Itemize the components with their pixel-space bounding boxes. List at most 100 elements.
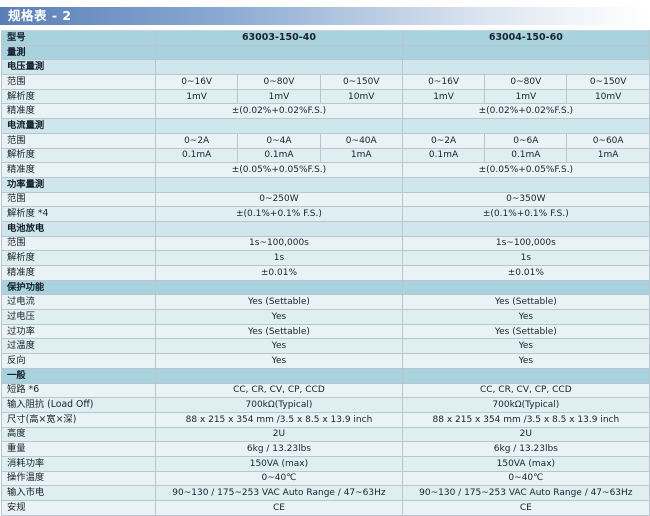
table-row: 安规 CE CE bbox=[1, 500, 650, 516]
cell-value: Yes bbox=[155, 309, 403, 325]
cell-value: 1mV bbox=[484, 88, 568, 105]
cell-value: 88 x 215 x 354 mm /3.5 x 8.5 x 13.9 inch bbox=[401, 411, 650, 428]
cell-value bbox=[401, 176, 650, 193]
table-row: 功率量測 bbox=[1, 176, 650, 193]
cell-value: 0.1mA bbox=[154, 147, 239, 164]
row-label: 解析度 bbox=[1, 147, 156, 164]
cell-value bbox=[401, 279, 650, 296]
row-label: 过电流 bbox=[1, 294, 156, 311]
row-label: 过功率 bbox=[1, 323, 156, 340]
cell-value bbox=[401, 118, 650, 134]
cell-value: 88 x 215 x 354 mm /3.5 x 8.5 x 13.9 inch bbox=[155, 411, 403, 428]
table-row: 解析度 1s 1s bbox=[1, 250, 650, 266]
cell-value bbox=[155, 176, 403, 193]
table-row: 精准度 ±(0.02%+0.02%F.S.) ±(0.02%+0.02%F.S.) bbox=[1, 103, 650, 120]
cell-value: 6kg / 13.23lbs bbox=[155, 441, 403, 457]
row-label: 保护功能 bbox=[1, 279, 156, 296]
row-label: 电压量測 bbox=[1, 59, 156, 76]
cell-value: 1mV bbox=[154, 88, 239, 105]
table-row: 尺寸(高×宽×深) 88 x 215 x 354 mm /3.5 x 8.5 x … bbox=[1, 411, 650, 428]
row-label: 解析度 bbox=[1, 250, 156, 266]
cell-value bbox=[155, 367, 403, 384]
cell-value: 1s bbox=[155, 250, 403, 266]
cell-value: CE bbox=[155, 500, 403, 516]
cell-value bbox=[401, 367, 650, 384]
cell-value bbox=[155, 220, 403, 237]
cell-value: 0~16V bbox=[401, 74, 486, 90]
table-row: 范围 1s~100,000s 1s~100,000s bbox=[1, 235, 650, 252]
table-row: 高度 2U 2U bbox=[1, 426, 650, 443]
row-label: 消耗功率 bbox=[1, 455, 156, 472]
cell-value: 0~80V bbox=[237, 74, 321, 90]
table-row: 范围 0~250W 0~350W bbox=[1, 191, 650, 208]
table-row: 消耗功率 150VA (max) 150VA (max) bbox=[1, 455, 650, 472]
cell-value: 0.1mA bbox=[484, 147, 568, 164]
cell-value: 1s~100,000s bbox=[401, 235, 650, 252]
row-label: 操作温度 bbox=[1, 470, 156, 487]
cell-value: 0~16V bbox=[154, 74, 239, 90]
cell-value: 0~40℃ bbox=[155, 470, 403, 487]
table-row: 解析度 1mV 1mV 10mV 1mV 1mV 10mV bbox=[1, 88, 650, 105]
page-title: 规格表 - 2 bbox=[8, 8, 72, 23]
cell-value: 1mV bbox=[401, 88, 486, 105]
row-label: 范围 bbox=[1, 191, 156, 208]
cell-value: 150VA (max) bbox=[155, 455, 403, 472]
cell-value: 90~130 / 175~253 VAC Auto Range / 47~63H… bbox=[401, 485, 650, 501]
table-row: 输入市电 90~130 / 175~253 VAC Auto Range / 47… bbox=[1, 485, 650, 501]
table-row: 精准度 ±(0.05%+0.05%F.S.) ±(0.05%+0.05%F.S.) bbox=[1, 162, 650, 178]
row-label: 范围 bbox=[1, 74, 156, 90]
cell-value: Yes (Settable) bbox=[155, 294, 403, 311]
model-name: 63003-150-40 bbox=[155, 30, 403, 46]
cell-value: Yes (Settable) bbox=[401, 294, 650, 311]
cell-value: CC, CR, CV, CP, CCD bbox=[155, 382, 403, 399]
cell-value: 10mV bbox=[566, 88, 650, 105]
table-row: 过功率 Yes (Settable) Yes (Settable) bbox=[1, 323, 650, 340]
cell-value: 150VA (max) bbox=[401, 455, 650, 472]
cell-value: 0~60A bbox=[566, 132, 650, 149]
cell-value bbox=[401, 59, 650, 76]
row-label: 过温度 bbox=[1, 338, 156, 355]
table-row: 一般 bbox=[1, 367, 650, 384]
row-label: 高度 bbox=[1, 426, 156, 443]
cell-value: 6kg / 13.23lbs bbox=[401, 441, 650, 457]
cell-value: 2U bbox=[155, 426, 403, 443]
table-body: 型号 63003-150-40 63004-150-60 量測 电压量測 范围 0~16V 0… bbox=[1, 30, 650, 516]
cell-value: Yes (Settable) bbox=[401, 323, 650, 340]
row-label: 安规 bbox=[1, 500, 156, 516]
cell-value: 1mA bbox=[566, 147, 650, 164]
cell-value: 0~150V bbox=[566, 74, 650, 90]
cell-value: 0~250W bbox=[155, 191, 403, 208]
cell-value: ±(0.05%+0.05%F.S.) bbox=[401, 162, 650, 178]
cell-value: 0~40℃ bbox=[401, 470, 650, 487]
cell-value: 0.1mA bbox=[237, 147, 321, 164]
row-label: 型号 bbox=[1, 30, 156, 46]
table-row: 保护功能 bbox=[1, 279, 650, 296]
cell-value: 0~150V bbox=[319, 74, 403, 90]
cell-value: ±0.01% bbox=[155, 265, 403, 281]
cell-value: 0~350W bbox=[401, 191, 650, 208]
cell-value: ±(0.02%+0.02%F.S.) bbox=[155, 103, 403, 120]
cell-value: 1s bbox=[401, 250, 650, 266]
table-row: 量測 bbox=[1, 44, 650, 61]
cell-value: 0~2A bbox=[401, 132, 486, 149]
table-row: 解析度 *4 ±(0.1%+0.1% F.S.) ±(0.1%+0.1% F.S.) bbox=[1, 206, 650, 222]
table-row: 解析度 0.1mA 0.1mA 1mA 0.1mA 0.1mA 1mA bbox=[1, 147, 650, 164]
table-row: 过温度 Yes Yes bbox=[1, 338, 650, 355]
table-row: 过电压 Yes Yes bbox=[1, 309, 650, 325]
table-row: 型号 63003-150-40 63004-150-60 bbox=[1, 30, 650, 46]
table-row: 电流量測 bbox=[1, 118, 650, 134]
row-label: 精准度 bbox=[1, 162, 156, 178]
cell-value: 90~130 / 175~253 VAC Auto Range / 47~63H… bbox=[155, 485, 403, 501]
cell-value: Yes bbox=[401, 353, 650, 369]
table-row: 短路 *6 CC, CR, CV, CP, CCD CC, CR, CV, CP, … bbox=[1, 382, 650, 399]
cell-value: Yes bbox=[155, 353, 403, 369]
cell-value: 0~2A bbox=[154, 132, 239, 149]
cell-value: 700kΩ(Typical) bbox=[401, 397, 650, 413]
cell-value bbox=[401, 220, 650, 237]
cell-value: ±(0.1%+0.1% F.S.) bbox=[401, 206, 650, 222]
row-label: 精准度 bbox=[1, 265, 156, 281]
cell-value: 2U bbox=[401, 426, 650, 443]
table-row: 操作温度 0~40℃ 0~40℃ bbox=[1, 470, 650, 487]
cell-value: 1mV bbox=[237, 88, 321, 105]
